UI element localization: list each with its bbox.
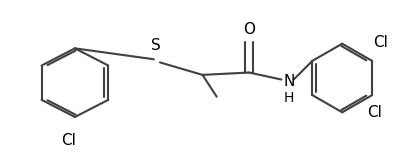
Text: N: N bbox=[284, 74, 295, 89]
Text: Cl: Cl bbox=[62, 133, 76, 148]
Text: H: H bbox=[284, 91, 294, 105]
Text: Cl: Cl bbox=[367, 105, 382, 119]
Text: O: O bbox=[243, 22, 255, 37]
Text: Cl: Cl bbox=[373, 35, 388, 50]
Text: S: S bbox=[151, 38, 161, 53]
